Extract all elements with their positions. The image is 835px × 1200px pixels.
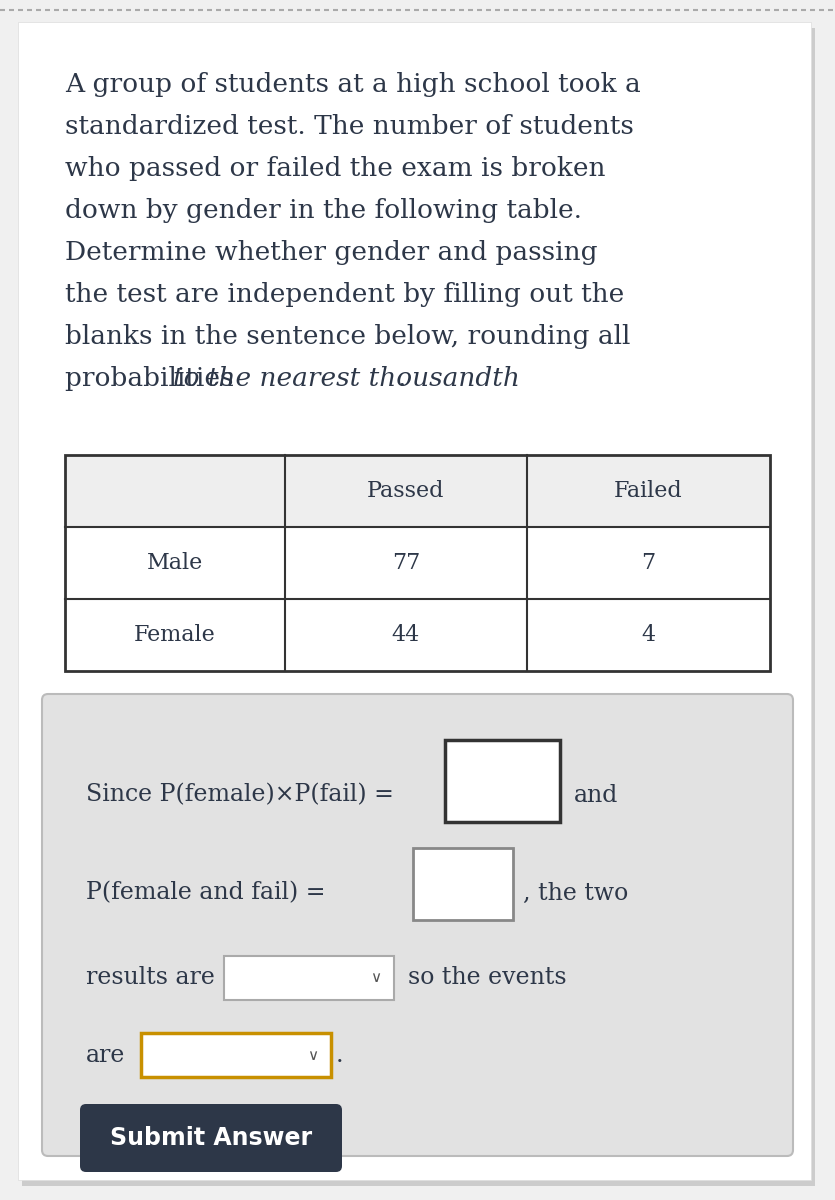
Text: 7: 7: [641, 552, 655, 574]
Text: to the nearest thousandth: to the nearest thousandth: [173, 366, 520, 391]
Text: who passed or failed the exam is broken: who passed or failed the exam is broken: [65, 156, 605, 181]
Text: ∨: ∨: [371, 971, 382, 985]
FancyBboxPatch shape: [80, 1104, 342, 1172]
Text: Passed: Passed: [367, 480, 445, 502]
Text: P(female and fail) =: P(female and fail) =: [86, 882, 326, 905]
Text: probabilities: probabilities: [65, 366, 242, 391]
Bar: [224, 956, 394, 1000]
Text: ∨: ∨: [307, 1048, 319, 1062]
Bar: [141, 1033, 331, 1078]
Text: Female: Female: [134, 624, 216, 646]
Text: Since P(female)×P(fail) =: Since P(female)×P(fail) =: [86, 784, 394, 806]
FancyBboxPatch shape: [42, 694, 793, 1156]
FancyBboxPatch shape: [18, 22, 811, 1180]
Text: 44: 44: [392, 624, 420, 646]
Text: 4: 4: [641, 624, 655, 646]
Text: , the two: , the two: [523, 882, 628, 905]
Text: A group of students at a high school took a: A group of students at a high school too…: [65, 72, 640, 97]
Text: Male: Male: [147, 552, 203, 574]
Text: and: and: [574, 784, 619, 806]
Bar: [445, 740, 560, 822]
Bar: [65, 599, 770, 671]
Text: are: are: [86, 1044, 125, 1067]
Text: Submit Answer: Submit Answer: [110, 1126, 312, 1150]
Text: Failed: Failed: [614, 480, 683, 502]
Text: .: .: [336, 1044, 344, 1067]
Text: the test are independent by filling out the: the test are independent by filling out …: [65, 282, 625, 307]
FancyBboxPatch shape: [22, 28, 815, 1186]
Text: blanks in the sentence below, rounding all: blanks in the sentence below, rounding a…: [65, 324, 630, 349]
Bar: [65, 455, 770, 527]
Bar: [65, 455, 770, 671]
Bar: [65, 527, 770, 599]
Text: standardized test. The number of students: standardized test. The number of student…: [65, 114, 634, 139]
Text: so the events: so the events: [408, 966, 567, 990]
Text: results are: results are: [86, 966, 215, 990]
Text: 77: 77: [392, 552, 420, 574]
Text: Determine whether gender and passing: Determine whether gender and passing: [65, 240, 598, 265]
Text: .: .: [398, 366, 407, 391]
Bar: [413, 848, 513, 920]
Text: down by gender in the following table.: down by gender in the following table.: [65, 198, 582, 223]
